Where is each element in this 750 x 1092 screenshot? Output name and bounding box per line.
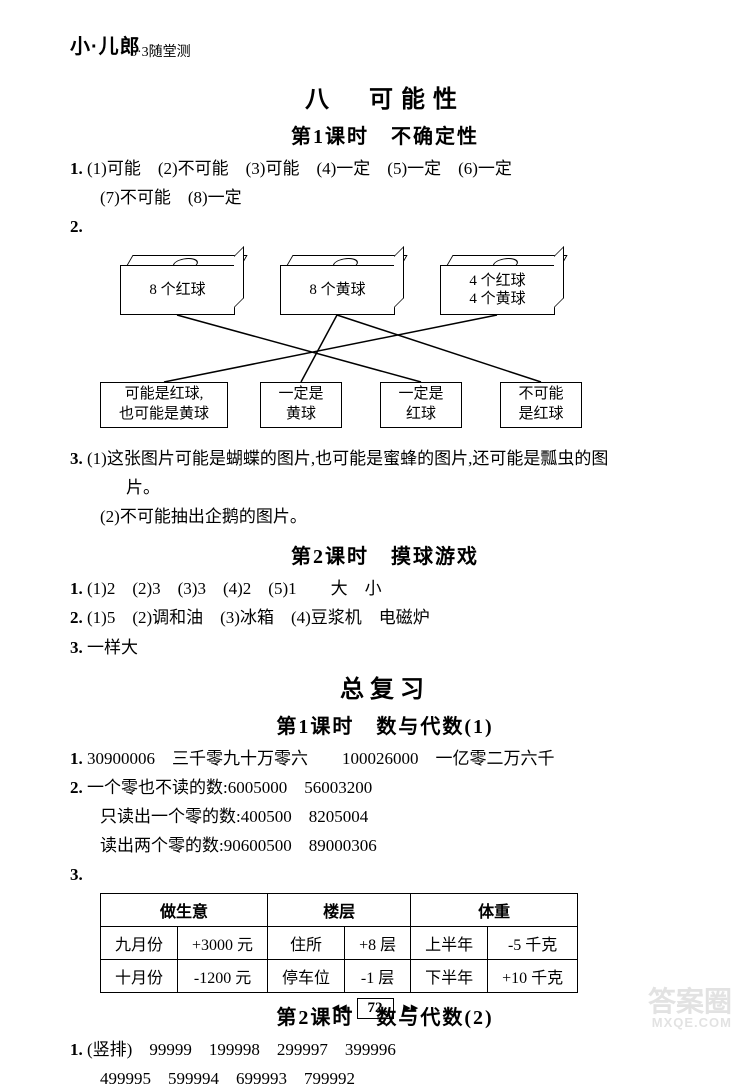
q-number: 3. <box>70 865 83 884</box>
diagram-bottom-box: 一定是黄球 <box>260 382 342 428</box>
lesson-title: 第2课时 摸球游戏 <box>70 540 700 569</box>
q-number: 3. <box>70 638 83 657</box>
data-table: 做生意楼层体重九月份+3000 元住所+8 层上半年-5 千克十月份-1200 … <box>100 893 578 993</box>
page-number: 72 <box>357 998 394 1019</box>
q-text: 一个零也不读的数:6005000 56003200 <box>87 778 372 797</box>
deco-right-icon: ▸▸ <box>403 1000 418 1016</box>
table-cell: -1200 元 <box>178 959 268 992</box>
q-number: 1. <box>70 1040 83 1059</box>
diagram-bottom-box: 可能是红球,也可能是黄球 <box>100 382 228 428</box>
table-cell: -5 千克 <box>488 926 578 959</box>
diagram-top-box: 8 个黄球 <box>280 265 395 315</box>
table-cell: -1 层 <box>345 959 411 992</box>
table-cell: 下半年 <box>411 959 488 992</box>
q-text: (竖排) 99999 199998 299997 399996 <box>87 1040 396 1059</box>
question-1: 1. (竖排) 99999 199998 299997 399996 <box>70 1036 700 1063</box>
question-2-l2: 只读出一个零的数:400500 8205004 <box>70 803 700 830</box>
question-1: 1. (1)可能 (2)不可能 (3)可能 (4)一定 (5)一定 (6)一定 <box>70 155 700 182</box>
table-row: 十月份-1200 元停车位-1 层下半年+10 千克 <box>101 959 578 992</box>
q-text: 一样大 <box>87 638 138 657</box>
question-3-line2: (2)不可能抽出企鹅的图片。 <box>70 503 700 530</box>
chapter-title: 八 可能性 <box>70 79 700 114</box>
lesson-title: 第1课时 数与代数(1) <box>70 710 700 739</box>
table-cell: 住所 <box>268 926 345 959</box>
matching-diagram: 8 个红球 8 个黄球 4 个红球4 个黄球可能是红球,也可能是黄球一定是黄球一定是… <box>100 247 660 437</box>
table-cell: +3000 元 <box>178 926 268 959</box>
question-2: 2. (1)5 (2)调和油 (3)冰箱 (4)豆浆机 电磁炉 <box>70 604 700 631</box>
diagram-top-box: 4 个红球4 个黄球 <box>440 265 555 315</box>
q-number: 2. <box>70 778 83 797</box>
q-number: 1. <box>70 579 83 598</box>
q-number: 2. <box>70 608 83 627</box>
q-text: (1)2 (2)3 (3)3 (4)2 (5)1 大 小 <box>87 579 382 598</box>
question-1: 1. (1)2 (2)3 (3)3 (4)2 (5)1 大 小 <box>70 575 700 602</box>
q-text: 30900006 三千零九十万零六 100026000 一亿零二万六千 <box>87 749 555 768</box>
watermark-main: 答案圈 <box>648 986 732 1017</box>
question-1-cont: (7)不可能 (8)一定 <box>70 184 700 211</box>
table-header: 楼层 <box>268 893 411 926</box>
table-cell: 十月份 <box>101 959 178 992</box>
lesson-title: 第1课时 不确定性 <box>70 120 700 149</box>
q-text: (1)5 (2)调和油 (3)冰箱 (4)豆浆机 电磁炉 <box>87 608 430 627</box>
watermark-sub: MXQE.COM <box>648 1016 732 1029</box>
table-header: 做生意 <box>101 893 268 926</box>
q-number: 1. <box>70 159 83 178</box>
q-text: (1)这张图片可能是蝴蝶的图片,也可能是蜜蜂的图片,还可能是瓢虫的图 <box>87 449 608 468</box>
question-1: 1. 30900006 三千零九十万零六 100026000 一亿零二万六千 <box>70 745 700 772</box>
q-text: (1)可能 (2)不可能 (3)可能 (4)一定 (5)一定 (6)一定 <box>87 159 512 178</box>
question-3: 3. 一样大 <box>70 634 700 661</box>
deco-left-icon: ◂◂ <box>332 1000 347 1016</box>
table-row: 九月份+3000 元住所+8 层上半年-5 千克 <box>101 926 578 959</box>
diagram-bottom-box: 不可能是红球 <box>500 382 582 428</box>
chapter-title: 总复习 <box>70 669 700 704</box>
table-header: 体重 <box>411 893 578 926</box>
diagram-bottom-box: 一定是红球 <box>380 382 462 428</box>
question-3: 3. (1)这张图片可能是蝴蝶的图片,也可能是蜜蜂的图片,还可能是瓢虫的图 <box>70 445 700 472</box>
q-number: 2. <box>70 217 83 236</box>
question-3-cont: 片。 <box>70 474 700 501</box>
question-2: 2. <box>70 213 700 240</box>
brand-subtitle: 5·3随堂测 <box>130 41 700 61</box>
diagram-top-box: 8 个红球 <box>120 265 235 315</box>
question-1-l2: 499995 599994 699993 799992 <box>70 1065 700 1092</box>
q-number: 3. <box>70 449 83 468</box>
table-cell: +10 千克 <box>488 959 578 992</box>
table-cell: 上半年 <box>411 926 488 959</box>
question-2-l3: 读出两个零的数:90600500 89000306 <box>70 832 700 859</box>
table-cell: +8 层 <box>345 926 411 959</box>
table-cell: 九月份 <box>101 926 178 959</box>
question-2: 2. 一个零也不读的数:6005000 56003200 <box>70 774 700 801</box>
question-3: 3. <box>70 861 700 888</box>
q-number: 1. <box>70 749 83 768</box>
page-footer: ◂◂ 72 ▸▸ <box>0 998 750 1019</box>
table-cell: 停车位 <box>268 959 345 992</box>
watermark: 答案圈 MXQE.COM <box>648 988 732 1029</box>
